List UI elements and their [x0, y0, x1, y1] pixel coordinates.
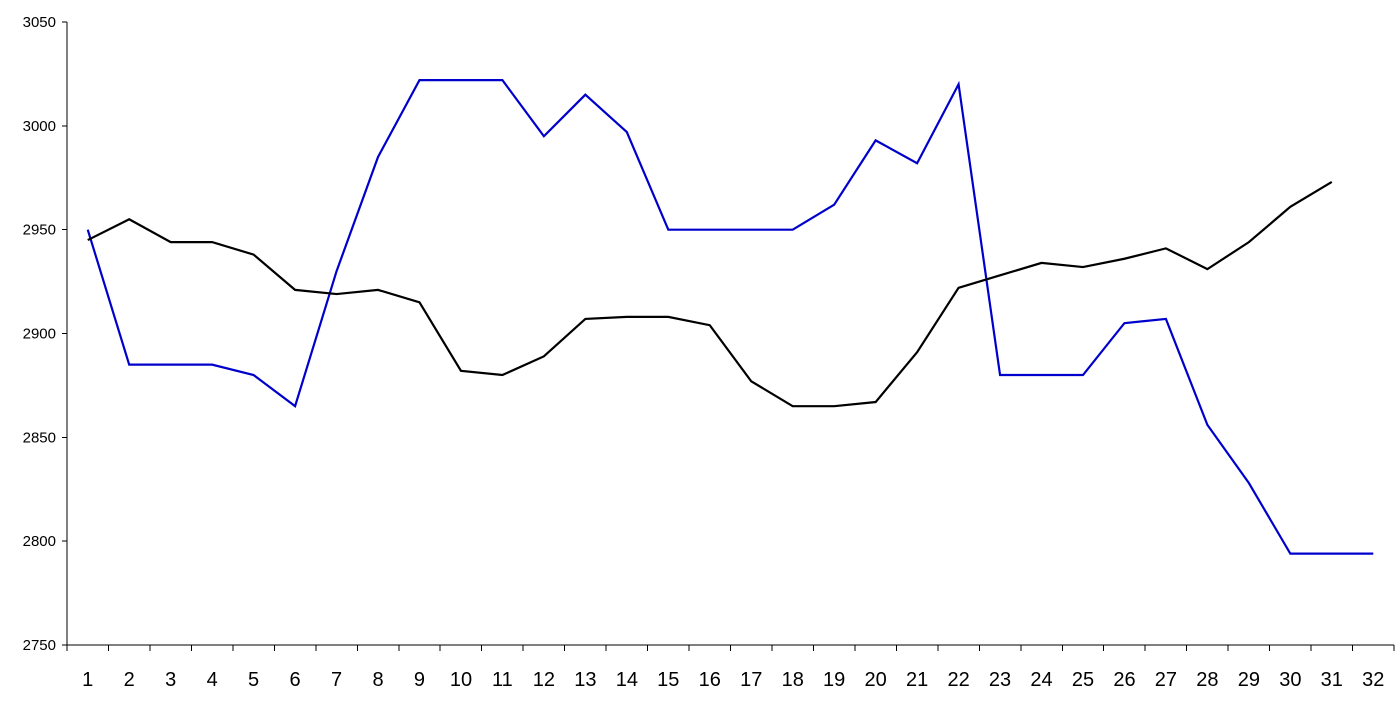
- y-tick-label: 3000: [23, 118, 56, 135]
- x-tick-label: 20: [865, 669, 887, 691]
- x-tick-label: 30: [1279, 669, 1301, 691]
- y-tick-label: 2950: [23, 222, 56, 239]
- x-tick-label: 16: [699, 669, 721, 691]
- x-tick-label: 13: [574, 669, 596, 691]
- x-tick-label: 7: [331, 669, 342, 691]
- x-tick-label: 19: [823, 669, 845, 691]
- series-line-1: [86, 79, 1374, 555]
- y-tick-label: 2800: [23, 533, 56, 550]
- x-tick-label: 3: [165, 669, 176, 691]
- x-tick-label: 8: [372, 669, 383, 691]
- series-layer: [86, 79, 1374, 555]
- x-axis: 1 2 3 4 5 6 7 8 9 10 11 12 13 14 15 16 17 18 19 20 21 22 23 24 2…: [66, 644, 1395, 691]
- x-tick-label: 32: [1362, 669, 1384, 691]
- x-tick-label: 14: [616, 669, 638, 691]
- y-tick-label: 2750: [23, 637, 56, 654]
- x-tick-label: 4: [207, 669, 218, 691]
- x-tick-label: 12: [533, 669, 555, 691]
- y-tick-label: 3050: [23, 14, 56, 31]
- x-tick-label: 29: [1238, 669, 1260, 691]
- x-tick-label: 26: [1113, 669, 1135, 691]
- x-tick-label: 1: [82, 669, 93, 691]
- x-tick-label: 22: [947, 669, 969, 691]
- x-tick-label: 25: [1072, 669, 1094, 691]
- x-tick-label: 6: [290, 669, 301, 691]
- y-tick-label: 2850: [23, 429, 56, 446]
- x-tick-label: 2: [124, 669, 135, 691]
- y-tick-label: 2900: [23, 326, 56, 343]
- x-tick-label: 18: [782, 669, 804, 691]
- x-tick-label: 17: [740, 669, 762, 691]
- x-tick-label: 27: [1155, 669, 1177, 691]
- x-tick-label: 21: [906, 669, 928, 691]
- x-tick-label: 10: [450, 669, 472, 691]
- y-axis: 2750 2800 2850 2900 2950 3000 3050: [23, 14, 68, 654]
- x-tick-label: 11: [492, 669, 513, 691]
- x-tick-label: 23: [989, 669, 1011, 691]
- x-tick-label: 15: [657, 669, 679, 691]
- x-tick-label: 24: [1030, 669, 1052, 691]
- series-line-2: [87, 180, 1333, 408]
- x-tick-label: 28: [1196, 669, 1218, 691]
- x-tick-label: 5: [248, 669, 259, 691]
- x-tick-label: 31: [1321, 669, 1343, 691]
- x-tick-label: 9: [414, 669, 425, 691]
